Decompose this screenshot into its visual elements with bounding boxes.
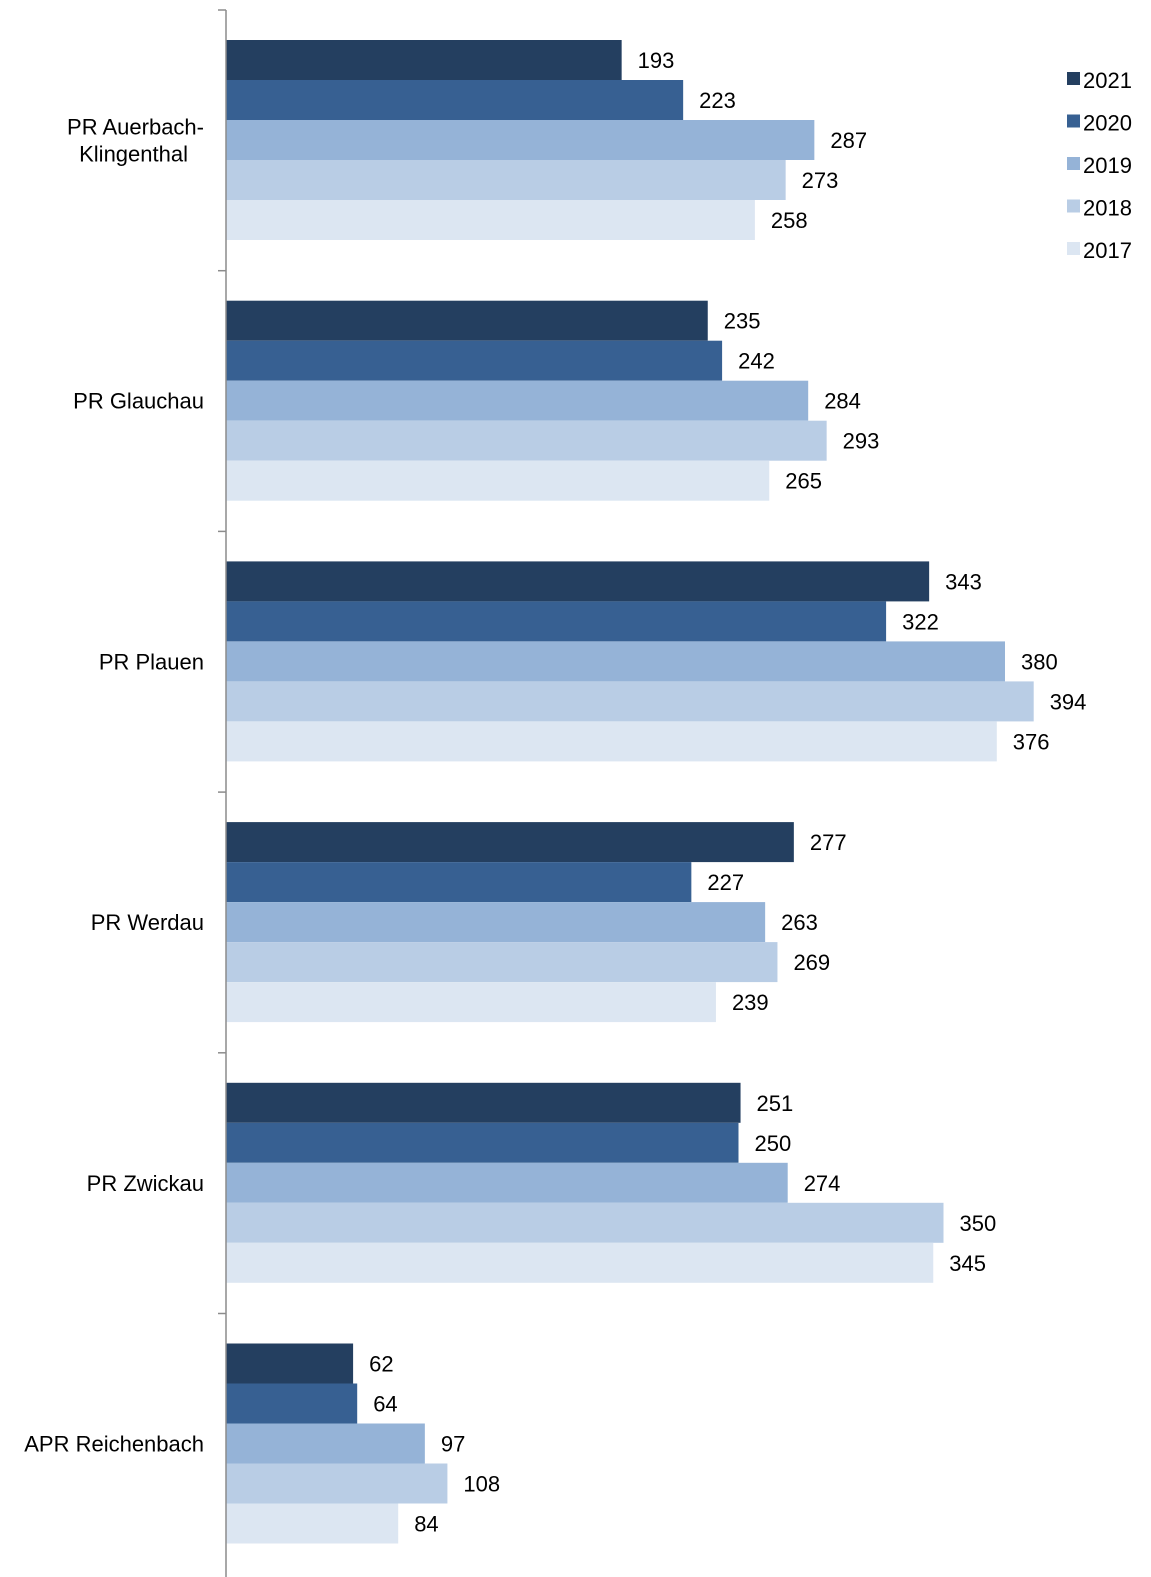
bar bbox=[226, 1202, 944, 1243]
bar bbox=[226, 40, 622, 80]
data-label: 258 bbox=[771, 208, 808, 233]
data-label: 250 bbox=[755, 1131, 792, 1156]
data-label: 380 bbox=[1021, 649, 1058, 674]
data-label: 343 bbox=[945, 569, 982, 594]
legend-label: 2019 bbox=[1083, 153, 1132, 178]
bar bbox=[226, 420, 827, 461]
bar bbox=[226, 80, 684, 120]
category-label: PR Plauen bbox=[99, 649, 204, 674]
bar bbox=[226, 721, 997, 762]
data-label: 84 bbox=[414, 1512, 438, 1537]
bar bbox=[226, 601, 887, 642]
data-label: 273 bbox=[802, 168, 839, 193]
data-label: 227 bbox=[707, 870, 744, 895]
bar bbox=[226, 1423, 425, 1464]
bar bbox=[226, 340, 723, 381]
category-axis bbox=[218, 9, 227, 1577]
bar bbox=[226, 1383, 358, 1424]
bar bbox=[226, 1463, 448, 1504]
category-label-line: PR Auerbach- bbox=[67, 115, 204, 140]
legend-label: 2017 bbox=[1083, 238, 1132, 263]
category-label-line: PR Glauchau bbox=[73, 389, 204, 414]
data-label: 239 bbox=[732, 990, 769, 1015]
bar bbox=[226, 1343, 354, 1384]
category-label: PR Auerbach-Klingenthal bbox=[67, 115, 204, 167]
category-label-line: PR Zwickau bbox=[87, 1171, 204, 1196]
bar bbox=[226, 902, 766, 943]
data-label: 394 bbox=[1050, 689, 1087, 714]
bar bbox=[226, 1242, 934, 1283]
data-label: 251 bbox=[757, 1091, 794, 1116]
data-label: 265 bbox=[785, 469, 822, 494]
legend-swatch bbox=[1067, 114, 1080, 128]
bar bbox=[226, 120, 815, 160]
bar bbox=[226, 561, 930, 602]
legend-swatch bbox=[1067, 199, 1080, 213]
legend-swatch bbox=[1067, 157, 1080, 170]
data-label: 293 bbox=[843, 429, 880, 454]
data-label: 322 bbox=[902, 609, 939, 634]
category-label: PR Zwickau bbox=[87, 1171, 204, 1196]
bar bbox=[226, 460, 770, 501]
category-label-line: PR Plauen bbox=[99, 649, 204, 674]
legend: 2021 2020 2019 2018 2017 bbox=[1067, 68, 1132, 263]
legend-label: 2021 bbox=[1083, 68, 1132, 93]
bar bbox=[226, 1082, 741, 1123]
data-label: 242 bbox=[738, 349, 775, 374]
bar bbox=[226, 862, 692, 903]
bar bbox=[226, 160, 786, 200]
category-labels-layer: PR Auerbach-Klingenthal PR Glauchau PR Pla… bbox=[24, 115, 204, 1457]
data-label: 64 bbox=[373, 1392, 397, 1417]
legend-label: 2020 bbox=[1083, 111, 1132, 136]
data-label: 263 bbox=[781, 910, 818, 935]
data-label: 284 bbox=[824, 389, 861, 414]
bar bbox=[226, 942, 778, 983]
bars-layer bbox=[226, 40, 1034, 1544]
category-label-line: Klingenthal bbox=[79, 142, 188, 167]
legend-swatch bbox=[1067, 72, 1080, 85]
bar bbox=[226, 300, 708, 341]
data-label: 287 bbox=[830, 128, 867, 153]
data-label: 108 bbox=[463, 1472, 500, 1497]
bar bbox=[226, 822, 794, 863]
category-label: APR Reichenbach bbox=[24, 1432, 204, 1457]
data-label: 223 bbox=[699, 88, 736, 113]
data-label: 277 bbox=[810, 830, 847, 855]
category-label-line: PR Werdau bbox=[91, 910, 204, 935]
legend-swatch bbox=[1067, 242, 1080, 255]
bar bbox=[226, 982, 716, 1023]
bar bbox=[226, 1162, 788, 1203]
data-label: 274 bbox=[804, 1171, 841, 1196]
data-label: 193 bbox=[638, 48, 675, 73]
bar bbox=[226, 200, 755, 240]
data-label: 269 bbox=[793, 950, 830, 975]
data-label: 350 bbox=[960, 1211, 997, 1236]
data-label: 62 bbox=[369, 1352, 393, 1377]
bar bbox=[226, 1122, 739, 1163]
category-label-line: APR Reichenbach bbox=[24, 1432, 204, 1457]
data-label: 235 bbox=[724, 309, 761, 334]
bar bbox=[226, 380, 809, 421]
bar bbox=[226, 681, 1034, 722]
legend-label: 2018 bbox=[1083, 196, 1132, 221]
data-label: 345 bbox=[949, 1251, 986, 1276]
bar bbox=[226, 1503, 399, 1544]
data-label: 97 bbox=[441, 1432, 465, 1457]
data-label: 376 bbox=[1013, 729, 1050, 754]
bar bbox=[226, 641, 1005, 682]
category-label: PR Werdau bbox=[91, 910, 204, 935]
category-label: PR Glauchau bbox=[73, 389, 204, 414]
